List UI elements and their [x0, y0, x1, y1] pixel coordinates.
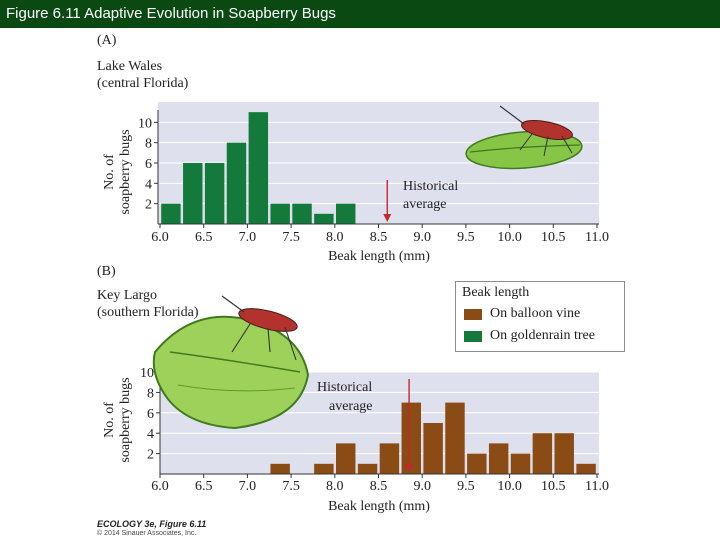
panel-b-y-tick-label: 4: [147, 427, 154, 442]
panel-b-y-tick-label: 10: [140, 366, 154, 381]
panel-a-x-tick-label: 7.0: [239, 230, 257, 245]
panel-b-x-tick-label: 9.5: [457, 479, 475, 494]
panel-a-historical-label: Historical: [403, 179, 458, 194]
panel-b-location-region: (southern Florida): [97, 305, 199, 320]
panel-b-bar: [510, 453, 531, 474]
legend-swatch-goldenrain-tree: [464, 331, 482, 342]
legend-item-balloon-vine: On balloon vine: [490, 306, 581, 321]
panel-a-x-tick-label: 8.0: [326, 230, 344, 245]
panel-a-x-axis-title: Beak length (mm): [328, 249, 430, 264]
panel-b-x-axis-title: Beak length (mm): [328, 499, 430, 514]
panel-a-bar: [336, 203, 356, 224]
panel-b-x-tick-label: 10.5: [541, 479, 566, 494]
panel-a-bar: [248, 112, 269, 224]
panel-a-bar: [270, 203, 290, 224]
panel-b-x-tick-label: 6.5: [195, 479, 213, 494]
panel-a-y-axis-title: No. of: [102, 154, 117, 190]
panel-a-x-tick-label: 9.5: [457, 230, 475, 245]
panel-b-y-axis-title-2: soapberry bugs: [118, 377, 133, 462]
panel-a-location-name: Lake Wales: [97, 59, 163, 74]
panel-b-x-tick-label: 8.5: [370, 479, 388, 494]
panel-b-x-tick-label: 7.0: [239, 479, 257, 494]
figure-title: Figure 6.11 Adaptive Evolution in Soapbe…: [6, 5, 336, 22]
panel-b-x-tick-label: 11.0: [585, 479, 609, 494]
panel-b-bar: [336, 443, 356, 474]
panel-a-bar: [226, 142, 247, 224]
legend-title: Beak length: [462, 285, 530, 300]
panel-a-location-region: (central Florida): [97, 76, 189, 91]
panel-a-label: (A): [97, 33, 117, 48]
chart-legend: Beak length On balloon vine On goldenrai…: [455, 281, 625, 352]
panel-b-bar: [270, 463, 290, 474]
panel-b-y-tick-label: 6: [147, 407, 154, 422]
panel-b-bar: [576, 463, 596, 474]
panel-a-x-tick-label: 9.0: [413, 230, 431, 245]
figure-title-bar: Figure 6.11 Adaptive Evolution in Soapbe…: [0, 0, 720, 28]
panel-a-y-tick-label: 10: [138, 116, 152, 131]
panel-b-historical-label: Historical: [317, 380, 372, 395]
panel-a-bar: [292, 203, 312, 224]
legend-swatch-balloon-vine: [464, 309, 482, 320]
panel-b-bar: [488, 443, 509, 474]
panel-a-bar: [183, 163, 203, 224]
panel-a-x-tick-label: 11.0: [585, 230, 609, 245]
panel-a-x-tick-label: 7.5: [282, 230, 300, 245]
panel-b-y-tick-label: 8: [147, 386, 154, 401]
footer-copyright: © 2014 Sinauer Associates, Inc.: [97, 530, 197, 537]
panel-b-x-tick-label: 9.0: [413, 479, 431, 494]
panel-b-y-tick-label: 2: [147, 448, 154, 463]
panel-a-bar: [204, 163, 225, 224]
panel-b-location-name: Key Largo: [97, 288, 157, 303]
panel-a-y-tick-label: 4: [145, 177, 152, 192]
panel-b-label: (B): [97, 264, 116, 279]
leaf-illustration-a: [465, 130, 583, 170]
panel-b-bar: [532, 433, 553, 474]
panel-a-x-tick-label: 10.5: [541, 230, 566, 245]
panel-a-x-tick-label: 6.5: [195, 230, 213, 245]
panel-b-bar: [554, 433, 574, 474]
panel-a-y-tick-label: 2: [145, 198, 152, 213]
panel-b-bar: [423, 423, 443, 474]
panel-a-x-tick-label: 8.5: [370, 230, 388, 245]
panel-b-bar: [401, 402, 421, 474]
panel-b-x-tick-label: 6.0: [151, 479, 169, 494]
panel-a-y-tick-label: 6: [145, 157, 152, 172]
panel-b-bar: [445, 402, 465, 474]
panel-b-bar: [314, 463, 334, 474]
panel-a-y-tick-label: 8: [145, 137, 152, 152]
panel-b-x-tick-label: 8.0: [326, 479, 344, 494]
panel-a-x-tick-label: 10.0: [497, 230, 522, 245]
panel-a-bar: [314, 213, 334, 224]
legend-item-goldenrain-tree: On goldenrain tree: [490, 328, 595, 343]
panel-b-bar: [357, 463, 378, 474]
footer-citation: ECOLOGY 3e, Figure 6.11: [97, 519, 207, 529]
soapberry-bug-b: [221, 295, 298, 361]
soapberry-bug-a: [499, 105, 573, 157]
panel-a-bar: [161, 203, 181, 224]
panel-a-y-axis-title-2: soapberry bugs: [118, 129, 133, 214]
panel-b-x-tick-label: 10.0: [497, 479, 522, 494]
panel-b-y-axis-title: No. of: [102, 402, 117, 438]
panel-a-historical-label-2: average: [403, 197, 447, 212]
panel-b-historical-label-2: average: [329, 399, 373, 414]
panel-b-historical-arrowhead: [405, 464, 414, 472]
panel-b-x-tick-label: 7.5: [282, 479, 300, 494]
panel-b-bar: [379, 443, 400, 474]
panel-a-historical-arrowhead: [383, 214, 392, 222]
panel-a-x-tick-label: 6.0: [151, 230, 169, 245]
panel-b-bar: [467, 453, 487, 474]
